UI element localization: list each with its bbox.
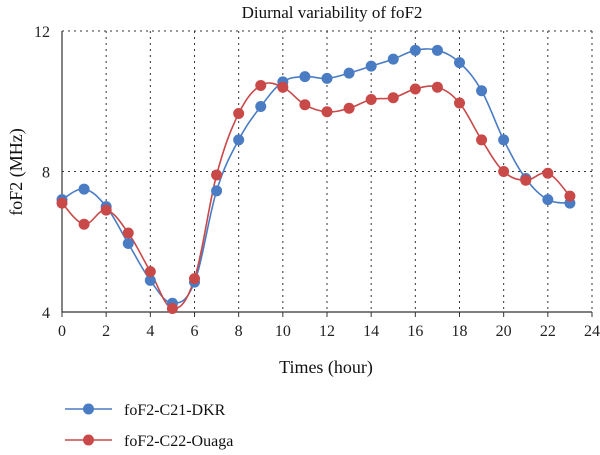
legend-label-2: foF2-C22-Ouaga [124, 433, 233, 450]
series-1-point [454, 57, 465, 69]
y-tick-labels: 4 8 12 [34, 24, 50, 322]
x-tick-label: 4 [146, 323, 154, 340]
series-2-point [476, 134, 488, 146]
series-1-point [233, 134, 245, 146]
x-tick-label: 0 [58, 323, 66, 340]
legend-marker-1 [83, 403, 94, 415]
legend-marker-2 [83, 434, 94, 446]
y-tick-label: 4 [42, 305, 50, 322]
axes [61, 31, 593, 317]
x-tick-label: 22 [540, 323, 556, 340]
x-tick-label: 10 [275, 323, 291, 340]
series-2-point [520, 174, 532, 186]
x-tick-label: 16 [407, 323, 423, 340]
series-2-point [255, 79, 267, 91]
series-2-point [343, 102, 355, 114]
series-1-point [387, 53, 399, 65]
y-tick-label: 8 [42, 165, 50, 182]
x-tick-label: 2 [102, 323, 110, 340]
series-2-point [542, 167, 554, 179]
series-2-point [122, 227, 134, 239]
grid [62, 30, 593, 312]
series-2-point [431, 81, 443, 93]
x-tick-label: 12 [319, 323, 335, 340]
series-1-point [431, 44, 443, 56]
series-1-point [476, 85, 488, 97]
series-1-point [542, 194, 554, 206]
series-1-point [343, 67, 355, 79]
series-2-point [144, 266, 156, 278]
x-tick-label: 24 [584, 323, 600, 340]
series-1-point [144, 274, 156, 286]
series-2-point [211, 169, 223, 181]
x-tick-label: 8 [235, 323, 243, 340]
series-2-point [277, 81, 289, 93]
series-1-point [78, 183, 90, 195]
series-2-point [189, 273, 200, 285]
series-2-point [387, 92, 399, 104]
series-2-point [100, 204, 112, 216]
y-tick-label: 12 [34, 24, 50, 41]
series-2-point [166, 302, 178, 314]
series-1-point [122, 238, 134, 250]
series-2-point [454, 97, 465, 109]
x-tick-labels: 0 2 4 6 8 10 12 14 16 18 20 22 24 [58, 323, 600, 340]
legend-label-1: foF2-C21-DKR [124, 402, 226, 419]
series-2-point [299, 99, 311, 111]
series-2-point [233, 108, 245, 120]
legend: foF2-C21-DKR foF2-C22-Ouaga [65, 402, 233, 450]
chart-title: Diurnal variability of foF2 [242, 3, 423, 22]
series-2-point [78, 218, 90, 230]
series-2-point [56, 197, 68, 209]
y-axis-label: foF2 (MHz) [6, 128, 27, 216]
series-2-point [409, 83, 421, 95]
series-1-point [409, 44, 421, 56]
series-1-point [211, 185, 223, 197]
series-1-point [299, 71, 311, 83]
series-2-point [498, 166, 510, 177]
x-tick-label: 14 [363, 323, 379, 340]
x-tick-label: 20 [496, 323, 512, 340]
series-1-point [255, 101, 267, 113]
series-points [56, 44, 576, 314]
series-1-point [365, 60, 377, 72]
x-axis-label: Times (hour) [279, 357, 373, 378]
series-2-point [321, 106, 333, 118]
x-tick-label: 18 [452, 323, 468, 340]
series-1-point [321, 72, 333, 84]
series-1-point [498, 134, 510, 146]
x-tick-label: 6 [191, 323, 199, 340]
series-2-point [564, 190, 576, 202]
series-2-point [365, 93, 377, 105]
